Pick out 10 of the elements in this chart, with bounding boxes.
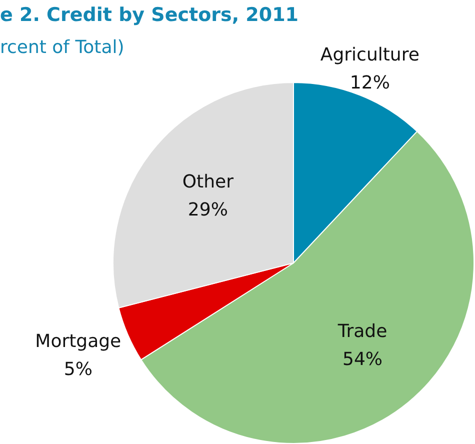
data-label: 54% [342,349,383,370]
chart-subtitle: rcent of Total) [0,37,124,58]
data-label: 5% [64,358,92,380]
chart-title: e 2. Credit by Sectors, 2011 [0,4,299,26]
slice-label: Trade [336,321,388,342]
slice-label: Mortgage [35,330,122,352]
slice-label: Other [182,171,234,192]
data-label: 29% [188,199,228,220]
data-label: 12% [350,72,390,94]
slice-label: Agriculture [320,44,420,66]
